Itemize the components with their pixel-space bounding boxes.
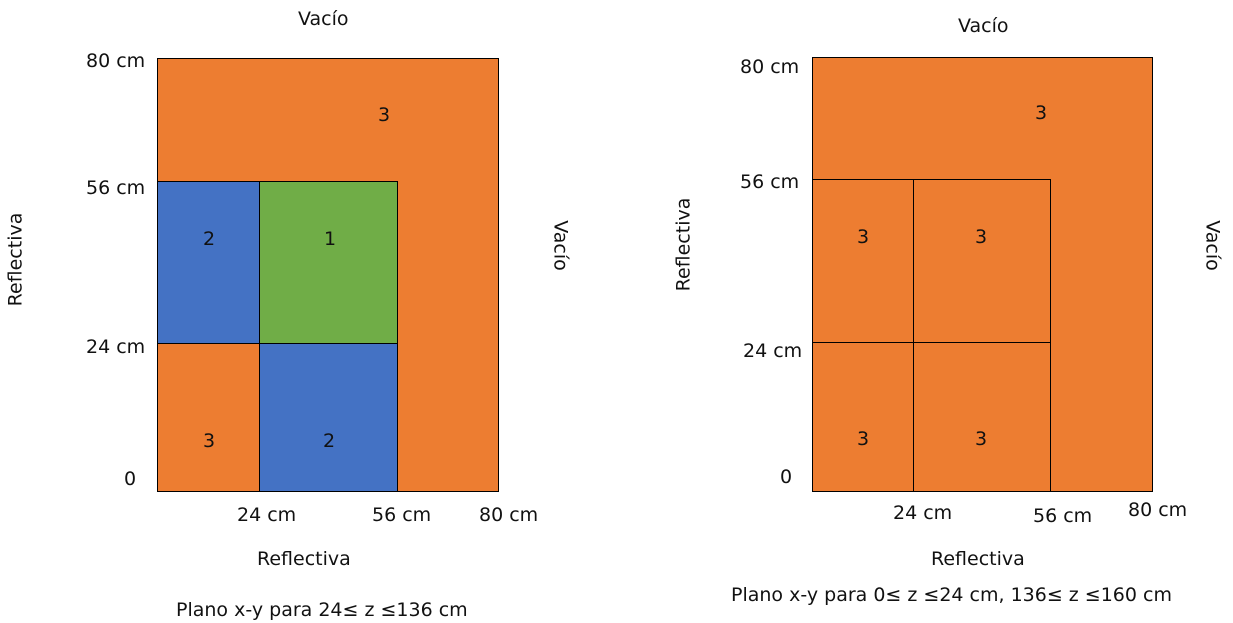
region-number: 1 xyxy=(324,228,337,250)
region-bottom-left xyxy=(812,342,915,492)
right-boundary-label: Vacío xyxy=(549,220,572,271)
left-boundary-label: Reflectiva xyxy=(672,197,695,292)
x-tick-24: 24 cm xyxy=(237,504,297,526)
region-number: 3 xyxy=(975,226,988,248)
region-top-right xyxy=(913,179,1051,344)
region-number: 3 xyxy=(203,430,216,452)
x-tick-80: 80 cm xyxy=(479,504,539,526)
region-bottom-right xyxy=(913,342,1051,492)
top-boundary-label: Vacío xyxy=(298,8,349,30)
x-tick-56: 56 cm xyxy=(372,504,432,526)
bottom-boundary-label: Reflectiva xyxy=(931,548,1025,570)
region-outer xyxy=(812,57,1153,492)
region-top-left xyxy=(157,181,261,345)
top-boundary-label: Vacío xyxy=(958,15,1009,37)
y-tick-24: 24 cm xyxy=(743,340,803,362)
x-tick-80: 80 cm xyxy=(1128,499,1188,521)
region-number: 3 xyxy=(857,226,870,248)
plane-caption: Plano x-y para 24≤ z ≤136 cm xyxy=(176,599,468,621)
region-bottom-left xyxy=(157,343,261,492)
y-tick-56: 56 cm xyxy=(86,177,146,199)
region-number: 3 xyxy=(975,428,988,450)
bottom-boundary-label: Reflectiva xyxy=(257,548,351,570)
plane-caption: Plano x-y para 0≤ z ≤24 cm, 136≤ z ≤160 … xyxy=(731,584,1172,606)
region-top-left xyxy=(812,179,915,344)
left-boundary-label: Reflectiva xyxy=(4,212,27,307)
left-diagram: Vacío Reflectiva Vacío 80 cm 56 cm 24 cm… xyxy=(0,0,616,623)
x-tick-56: 56 cm xyxy=(1033,505,1093,527)
x-tick-24: 24 cm xyxy=(893,502,953,524)
y-tick-80: 80 cm xyxy=(740,56,800,78)
y-tick-0: 0 xyxy=(780,466,793,488)
region-top-right xyxy=(259,181,398,345)
region-number: 3 xyxy=(857,428,870,450)
region-number: 3 xyxy=(1035,102,1048,124)
y-tick-0: 0 xyxy=(124,468,137,490)
y-tick-80: 80 cm xyxy=(86,50,146,72)
y-tick-56: 56 cm xyxy=(740,171,800,193)
right-boundary-label: Vacío xyxy=(1201,220,1224,271)
region-number: 2 xyxy=(323,430,336,452)
region-number: 3 xyxy=(378,104,391,126)
region-number: 2 xyxy=(203,228,216,250)
region-bottom-right xyxy=(259,343,398,492)
y-tick-24: 24 cm xyxy=(86,336,146,358)
